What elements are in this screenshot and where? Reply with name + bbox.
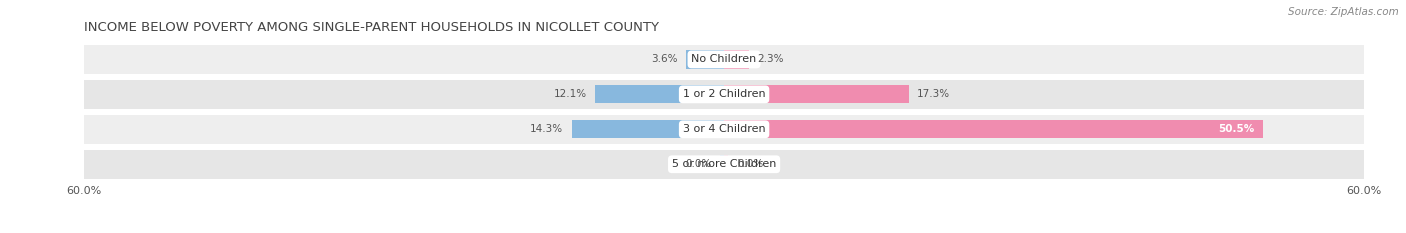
Bar [572, 120, 724, 138]
Bar [724, 50, 748, 69]
Text: 17.3%: 17.3% [917, 89, 950, 99]
Bar [84, 150, 1364, 179]
Text: 1 or 2 Children: 1 or 2 Children [683, 89, 765, 99]
Text: No Children: No Children [692, 55, 756, 64]
Bar [84, 80, 1364, 109]
Bar [84, 115, 1364, 144]
Bar [720, 155, 724, 173]
Bar [724, 85, 908, 103]
Bar [84, 45, 1364, 74]
Text: 50.5%: 50.5% [1218, 124, 1254, 134]
Bar [724, 120, 1263, 138]
Legend: Single Father, Single Mother: Single Father, Single Mother [607, 230, 841, 233]
Bar [595, 85, 724, 103]
Text: 2.3%: 2.3% [758, 55, 783, 64]
Text: 3.6%: 3.6% [651, 55, 678, 64]
Bar [724, 155, 728, 173]
Text: INCOME BELOW POVERTY AMONG SINGLE-PARENT HOUSEHOLDS IN NICOLLET COUNTY: INCOME BELOW POVERTY AMONG SINGLE-PARENT… [84, 21, 659, 34]
Text: 0.0%: 0.0% [737, 159, 763, 169]
Text: 14.3%: 14.3% [530, 124, 562, 134]
Text: 0.0%: 0.0% [685, 159, 711, 169]
Text: 5 or more Children: 5 or more Children [672, 159, 776, 169]
Bar [686, 50, 724, 69]
Text: 3 or 4 Children: 3 or 4 Children [683, 124, 765, 134]
Text: 12.1%: 12.1% [554, 89, 586, 99]
Text: Source: ZipAtlas.com: Source: ZipAtlas.com [1288, 7, 1399, 17]
